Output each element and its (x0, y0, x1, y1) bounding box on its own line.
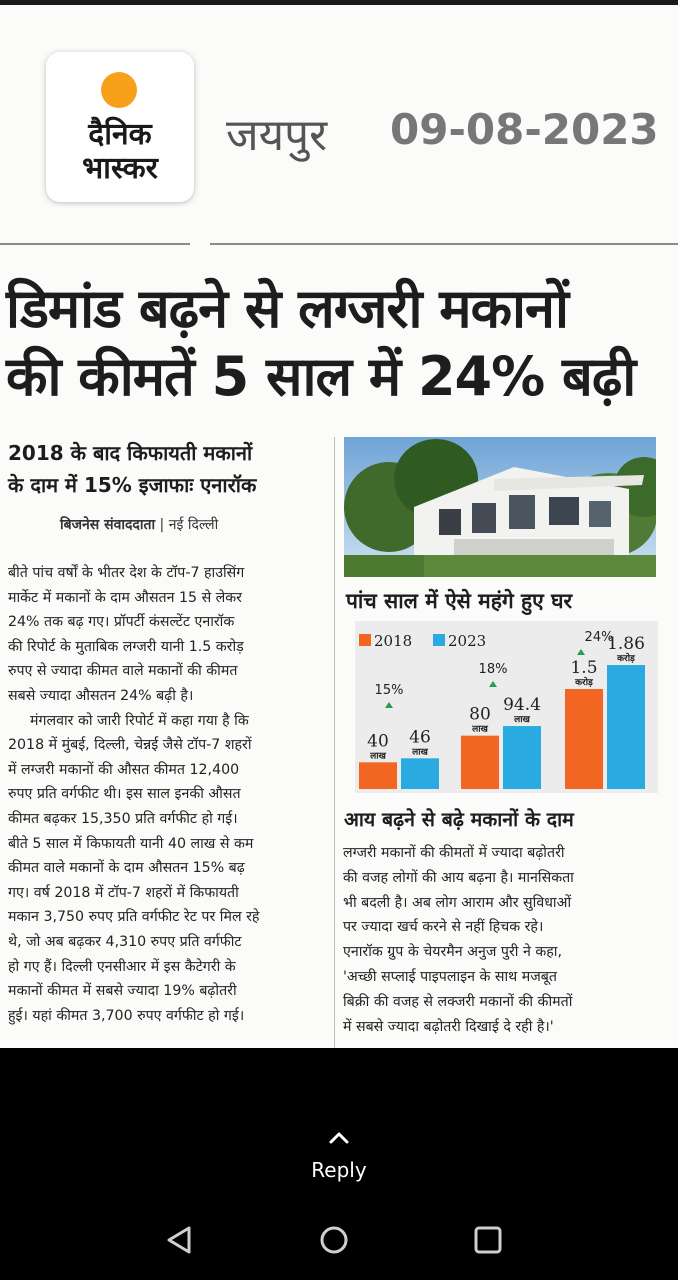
unit-label-2018-0: लाख (369, 751, 386, 761)
growth-label-1: 18% (479, 662, 508, 677)
bar-2023-1 (503, 726, 541, 789)
body-line: मंगलवार को जारी रिपोर्ट में कहा गया है क… (30, 712, 249, 729)
body-line: मकानों कीमत में सबसे ज्यादा 19% बढ़ोतरी (8, 983, 237, 1000)
body-line: मकान 3,750 रुपए प्रति वर्गफीट रेट पर मिल… (8, 909, 260, 926)
body2-line: बिक्री की वजह से लक्जरी मकानों की कीमतों (343, 993, 573, 1010)
byline-author: बिजनेस संवाददाता (60, 517, 156, 533)
price-chart-svg: 2018 2023 40लाख80लाख1.5करोड़46लाख94.4लाख… (359, 630, 645, 789)
body-line: कीमत बढ़कर 15,350 प्रति वर्गफीट हो गई। (8, 810, 238, 827)
body2-line: एनारॉक ग्रुप के चेयरमैन अनुज पुरी ने कहा… (343, 944, 562, 961)
byline: बिजनेस संवाददाता | नई दिल्ली (60, 515, 330, 534)
body-line: सबसे ज्यादा औसतन 24% बढ़ी है। (8, 687, 194, 704)
dainik-bhaskar-logo: दैनिक भास्कर (46, 52, 194, 202)
article-body: बीते पांच वर्षों के भीतर देश के टॉप-7 हा… (8, 561, 324, 1028)
body-line: बीते 5 साल में किफायती यानी 40 लाख से कम (8, 835, 254, 852)
value-label-2023-2: 1.86 (607, 634, 645, 654)
growth-arrow-icon (385, 702, 393, 708)
bar-2018-0 (359, 762, 397, 789)
headline: डिमांड बढ़ने से लग्जरी मकानों की कीमतें … (6, 275, 671, 411)
edition-date: 09-08-2023 (390, 105, 659, 154)
house-photo (344, 437, 656, 577)
rule-left (0, 243, 190, 245)
price-chart: 2018 2023 40 लाख 80 लाख 1.5 करोड़ 46 लाख 94.4 लाख… (355, 621, 658, 793)
legend-swatch-2018 (359, 634, 371, 646)
growth-arrow-icon (577, 649, 585, 655)
unit-label-2018-2: करोड़ (574, 676, 594, 688)
legend-swatch-2023 (433, 634, 445, 646)
byline-place: नई दिल्ली (168, 517, 219, 533)
body-line: 24% तक बढ़ गए। प्रॉपर्टी कंसल्टेंट एनारॉ… (8, 614, 235, 631)
home-icon[interactable] (318, 1224, 350, 1256)
headline-line1: डिमांड बढ़ने से लग्जरी मकानों (6, 277, 569, 340)
body-line: की रिपोर्ट के मुताबिक लग्जरी यानी 1.5 कर… (8, 638, 244, 655)
subheading: 2018 के बाद किफायती मकानों के दाम में 15… (8, 437, 330, 501)
body-line: बीते पांच वर्षों के भीतर देश के टॉप-7 हा… (8, 565, 245, 581)
body2-line: भी बदली है। अब लोग आराम और सुविधाओं (343, 894, 572, 911)
status-strip (0, 0, 678, 5)
edition-city: जयपुर (226, 110, 328, 161)
back-icon[interactable] (164, 1224, 194, 1256)
unit-label-2018-1: लाख (471, 725, 488, 735)
unit-label-2023-1: लाख (513, 715, 530, 725)
bar-2023-0 (401, 758, 439, 789)
logo-sun-dot (101, 72, 137, 108)
subheading-line2: के दाम में 15% इजाफाः एनारॉक (8, 473, 257, 497)
chart-title: पांच साल में ऐसे महंगे हुए घर (346, 589, 573, 613)
growth-label-2: 24% (585, 630, 614, 645)
chevron-up-icon[interactable] (327, 1129, 351, 1145)
subheading-line1: 2018 के बाद किफायती मकानों (8, 441, 253, 465)
legend-label-2018: 2018 (374, 632, 412, 650)
value-label-2023-1: 94.4 (503, 695, 541, 715)
value-label-2023-0: 46 (409, 727, 431, 747)
bar-2023-2 (607, 665, 645, 789)
logo-text-line2: भास्कर (82, 151, 158, 186)
column-divider (334, 437, 335, 1048)
newspaper-clipping: दैनिक भास्कर जयपुर 09-08-2023 डिमांड बढ़… (0, 5, 678, 1048)
body-line: हो गए हैं। दिल्ली एनसीआर में इस कैटेगरी … (8, 958, 236, 975)
body2-line: में सबसे ज्यादा बढ़ोतरी दिखाई दे रही है।… (343, 1018, 554, 1035)
subheading-2: आय बढ़ने से बढ़े मकानों के दाम (344, 808, 574, 831)
body2-line: 'अच्छी सप्लाई पाइपलाइन के साथ मजबूत (343, 968, 557, 985)
body2-line: की वजह लोगों की आय बढ़ना है। मानसिकता (343, 869, 574, 886)
body-line: रुपए से ज्यादा कीमत वाले मकानों की कीमत (8, 663, 238, 680)
body-line: हुई। यहां कीमत 3,700 रुपए वर्गफीट हो गई। (8, 1007, 245, 1024)
body2-line: लग्जरी मकानों की कीमतों में ज्यादा बढ़ोत… (343, 845, 565, 861)
article-body-2: लग्जरी मकानों की कीमतों में ज्यादा बढ़ोत… (343, 841, 661, 1039)
body-line: थे, जो अब बढ़कर 4,310 रुपए प्रति वर्गफीट (8, 933, 242, 950)
bar-2018-2 (565, 689, 603, 789)
body-line: रुपए प्रति वर्गफीट थी। इस साल इनकी औसत (8, 786, 241, 803)
legend-label-2023: 2023 (448, 632, 486, 650)
body-line: मार्केट में मकानों के दाम औसतन 15 से लेक… (8, 589, 242, 606)
rule-right (210, 243, 678, 245)
recents-icon[interactable] (473, 1224, 503, 1256)
unit-label-2023-2: करोड़ (616, 652, 636, 664)
value-label-2018-2: 1.5 (570, 658, 597, 678)
headline-line2: की कीमतें 5 साल में 24% बढ़ी (6, 345, 636, 408)
body2-line: पर ज्यादा खर्च करने से नहीं हिचक रहे। (343, 919, 544, 936)
body-line: गए। वर्ष 2018 में टॉप-7 शहरों में किफायत… (8, 884, 239, 901)
value-label-2018-0: 40 (367, 731, 389, 751)
body-line: में लग्जरी मकानों की औसत कीमत 12,400 (8, 761, 240, 778)
house-illustration (344, 437, 656, 577)
growth-arrow-icon (489, 681, 497, 687)
value-label-2018-1: 80 (469, 705, 491, 725)
body-line: 2018 में मुंबई, दिल्ली, चेन्नई जैसे टॉप-… (8, 737, 252, 754)
unit-label-2023-0: लाख (411, 747, 428, 757)
body-line: कीमत वाले मकानों के दाम औसतन 15% बढ़ (8, 860, 245, 877)
growth-label-0: 15% (375, 683, 404, 698)
byline-separator: | (159, 517, 169, 533)
logo-text-line1: दैनिक (88, 117, 152, 152)
bar-2018-1 (461, 735, 499, 789)
reply-button[interactable]: Reply (311, 1158, 367, 1182)
